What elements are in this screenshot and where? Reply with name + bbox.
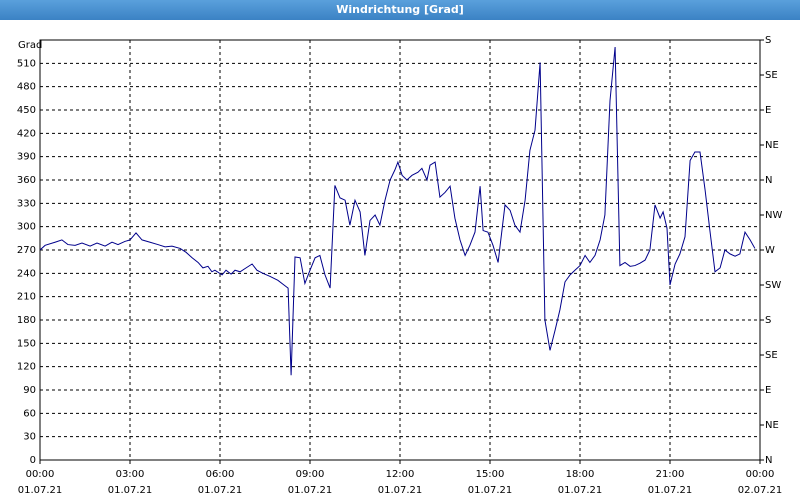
x-tick-date: 01.07.21 xyxy=(108,485,153,496)
y2-tick-label: N xyxy=(765,455,772,466)
x-tick-date: 01.07.21 xyxy=(18,485,63,496)
x-tick-label: 03:00 xyxy=(116,469,145,480)
y-tick-label: 90 xyxy=(23,385,36,396)
y2-tick-label: NE xyxy=(765,140,779,151)
y-tick-label: 420 xyxy=(17,128,36,139)
y2-tick-label: SW xyxy=(765,280,781,291)
x-tick-label: 00:00 xyxy=(746,469,775,480)
y2-tick-label: E xyxy=(765,105,771,116)
x-tick-date: 01.07.21 xyxy=(198,485,243,496)
y2-tick-label: S xyxy=(765,35,771,46)
y2-tick-label: NE xyxy=(765,420,779,431)
y2-tick-label: NW xyxy=(765,210,782,221)
x-tick-date: 02.07.21 xyxy=(738,485,783,496)
x-tick-label: 06:00 xyxy=(206,469,235,480)
y-tick-label: 0 xyxy=(30,455,36,466)
y-tick-label: 240 xyxy=(17,268,36,279)
title-bar xyxy=(0,0,800,20)
x-tick-date: 01.07.21 xyxy=(288,485,333,496)
x-tick-label: 09:00 xyxy=(296,469,325,480)
y-tick-label: 300 xyxy=(17,222,36,233)
chart-title: Windrichtung [Grad] xyxy=(336,3,464,16)
x-tick-date: 01.07.21 xyxy=(378,485,423,496)
x-tick-label: 15:00 xyxy=(476,469,505,480)
x-tick-label: 00:00 xyxy=(26,469,55,480)
x-tick-label: 18:00 xyxy=(566,469,595,480)
y-tick-label: 270 xyxy=(17,245,36,256)
x-tick-label: 12:00 xyxy=(386,469,415,480)
y-tick-label: 390 xyxy=(17,152,36,163)
y-tick-label: 510 xyxy=(17,58,36,69)
y2-tick-label: SE xyxy=(765,70,778,81)
y2-tick-label: SE xyxy=(765,350,778,361)
y-tick-label: 450 xyxy=(17,105,36,116)
y-tick-label: 30 xyxy=(23,432,36,443)
y-tick-label: 120 xyxy=(17,362,36,373)
y2-tick-label: W xyxy=(765,245,775,256)
x-tick-date: 01.07.21 xyxy=(558,485,603,496)
x-tick-date: 01.07.21 xyxy=(468,485,513,496)
x-tick-label: 21:00 xyxy=(656,469,685,480)
y-axis-label: Grad xyxy=(18,40,42,51)
y-tick-label: 150 xyxy=(17,338,36,349)
y-tick-label: 360 xyxy=(17,175,36,186)
data-line xyxy=(39,46,756,376)
y2-tick-label: E xyxy=(765,385,771,396)
y-tick-label: 480 xyxy=(17,82,36,93)
y-tick-label: 60 xyxy=(23,408,36,419)
y-tick-label: 180 xyxy=(17,315,36,326)
y2-tick-label: N xyxy=(765,175,772,186)
y2-tick-label: S xyxy=(765,315,771,326)
x-tick-date: 01.07.21 xyxy=(648,485,693,496)
y-tick-label: 330 xyxy=(17,198,36,209)
y-tick-label: 210 xyxy=(17,292,36,303)
